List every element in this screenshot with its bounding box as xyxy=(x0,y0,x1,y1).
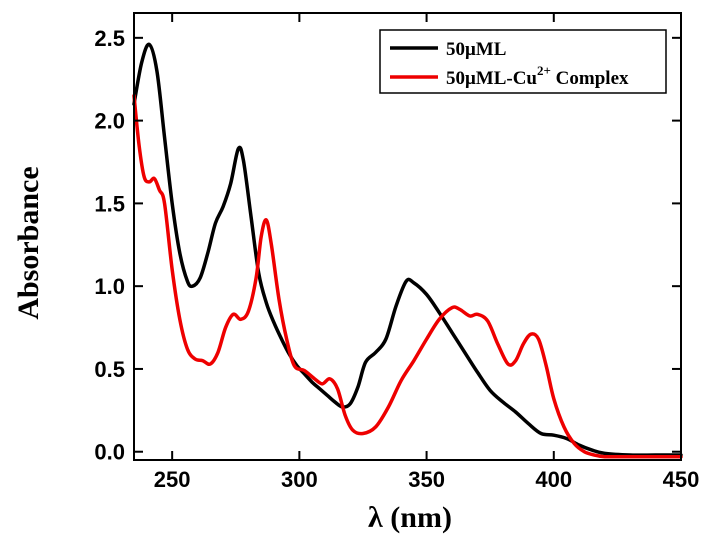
y-tick-label-4: 2.0 xyxy=(94,109,125,134)
x-tick-label-3: 400 xyxy=(535,467,572,492)
y-tick-label-0: 0.0 xyxy=(94,440,125,465)
legend-box xyxy=(379,29,667,94)
series-line-1 xyxy=(132,94,683,459)
ticks-layer: 250 300 350 400 450 0.0 0.5 1.0 1.5 2.0 2.5 xyxy=(94,13,699,492)
y-tick-label-3: 1.5 xyxy=(94,191,125,216)
x-tick-label-2: 350 xyxy=(408,467,445,492)
legend-label-complex: 50μML-Cu2+ Complex xyxy=(446,63,629,89)
y-tick-label-5: 2.5 xyxy=(94,26,125,51)
x-tick-label-4: 450 xyxy=(663,467,700,492)
plot-frame xyxy=(133,12,682,461)
y-tick-label-2: 1.0 xyxy=(94,274,125,299)
y-tick-label-1: 0.5 xyxy=(94,357,125,382)
y-axis-title: Absorbance xyxy=(12,166,45,319)
x-tick-label-0: 250 xyxy=(154,467,191,492)
series-layer xyxy=(132,42,683,459)
x-axis-title: λ (nm) xyxy=(368,501,452,534)
legend: 50μML 50μML-Cu2+ Complex xyxy=(379,29,667,94)
series-line-0 xyxy=(132,42,683,457)
x-tick-label-1: 300 xyxy=(281,467,318,492)
legend-label-ligand: 50μML xyxy=(446,39,506,60)
